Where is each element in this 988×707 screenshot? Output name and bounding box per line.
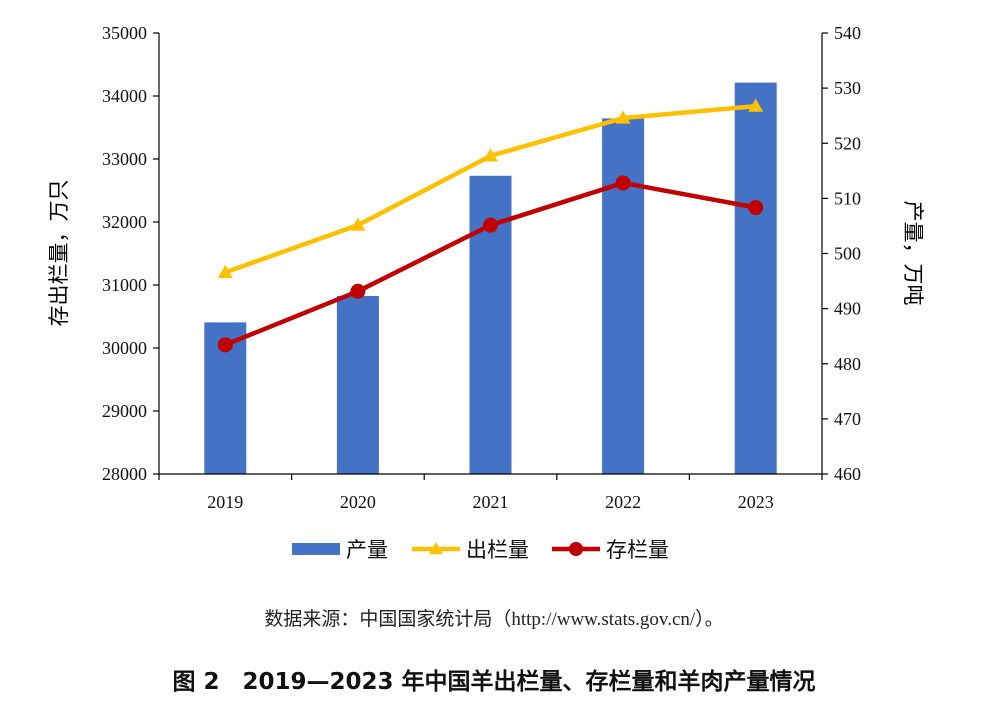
y-left-tick-label: 33000 [102,149,147,169]
legend-label: 产量 [346,538,388,562]
x-tick-label: 2022 [605,492,641,512]
source-prefix: 数据来源：中国国家统计局（ [264,608,512,630]
x-tick-label: 2021 [473,492,509,512]
line-point [483,148,498,162]
line-point [217,337,233,353]
y-right-tick-label: 500 [834,244,861,264]
line-point [615,175,631,191]
legend-swatch [292,543,340,555]
y-right-tick-label: 460 [834,464,861,484]
y-left-tick-label: 30000 [102,338,147,358]
x-tick-label: 2019 [207,492,243,512]
ticks-layer: 28000 29000 30000 31000 32000 33000 34000 35000… [102,23,861,512]
y-right-tick-label: 530 [834,78,861,98]
y-left-axis-label: 存出栏量，万只 [47,180,71,327]
bars-layer [204,82,777,475]
y-right-tick-label: 540 [834,23,861,43]
y-right-tick-label: 470 [834,409,861,429]
y-left-tick-label: 32000 [102,212,147,232]
bar [602,118,645,474]
line-point [748,98,764,112]
line-point [483,217,498,233]
y-left-tick-label: 35000 [102,23,147,43]
y-right-tick-label: 520 [834,133,861,153]
data-source-note: 数据来源：中国国家统计局（http://www.stats.gov.cn/）。 [0,604,988,631]
source-suffix: ）。 [695,608,724,630]
x-tick-label: 2023 [738,492,774,512]
y-left-tick-label: 31000 [102,275,147,295]
figure-caption: 图 2 2019—2023 年中国羊出栏量、存栏量和羊肉产量情况 [172,669,816,695]
y-right-tick-label: 480 [834,354,861,374]
source-url[interactable]: http://www.stats.gov.cn/ [511,609,696,630]
legend: 产量 出栏量 存栏量 [292,538,669,562]
x-tick-label: 2020 [340,492,376,512]
y-left-tick-label: 34000 [102,86,147,106]
y-left-tick-label: 28000 [102,464,147,484]
line-point [350,283,366,299]
y-right-tick-label: 510 [834,188,861,208]
line-point [350,217,366,231]
line-point [217,264,233,279]
legend-label: 出栏量 [466,538,529,562]
legend-marker [569,542,583,556]
legend-marker [429,542,443,555]
bar [336,295,379,474]
lines-layer [217,98,764,353]
y-right-axis-label: 产量，万吨 [901,201,925,306]
legend-label: 存栏量 [606,538,669,562]
line-point [748,200,764,216]
chart: 28000 29000 30000 31000 32000 33000 34000 35000… [47,23,925,562]
y-right-tick-label: 490 [834,299,861,319]
y-left-tick-label: 29000 [102,401,147,421]
line-point [615,110,631,124]
bar [734,82,777,475]
